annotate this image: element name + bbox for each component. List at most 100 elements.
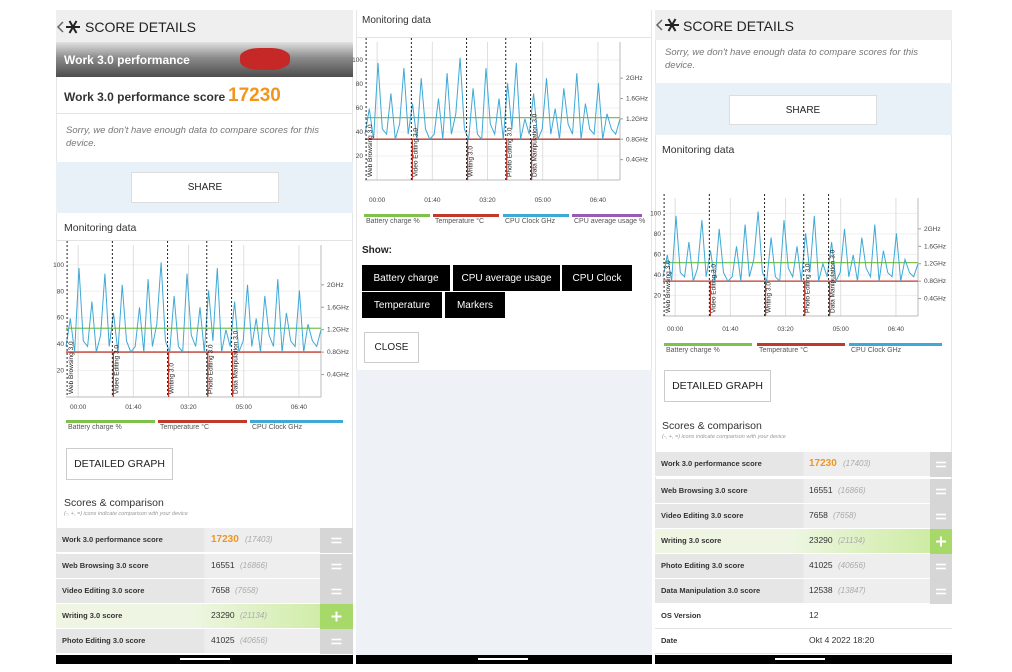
- share-button[interactable]: SHARE: [131, 172, 279, 203]
- legend-label: Battery charge %: [666, 347, 720, 354]
- home-indicator: [180, 658, 230, 660]
- score-compare: (16866): [240, 560, 268, 570]
- score-value: 17230: [211, 533, 239, 545]
- comparison-icon: [930, 529, 952, 554]
- score-label: Photo Editing 3.0 score: [661, 560, 745, 570]
- score-label: Date: [661, 635, 678, 645]
- legend-label: CPU Clock GHz: [505, 218, 556, 225]
- legend-swatch: [503, 214, 569, 217]
- score-compare: (7658): [235, 585, 259, 595]
- comparison-icon: [320, 604, 353, 629]
- banner-title: Work 3.0 performance: [64, 53, 190, 67]
- header-title: SCORE DETAILS: [683, 18, 794, 34]
- scores-title: Scores & comparison: [64, 497, 164, 509]
- sorry-text: Sorry, we don't have enough data to comp…: [665, 47, 918, 71]
- score-value: 41025: [809, 559, 833, 570]
- score-compare: (17403): [245, 534, 273, 544]
- score-value: 23290: [211, 609, 235, 620]
- comparison-icon: [930, 579, 952, 604]
- score-row: [56, 604, 353, 629]
- score-label: Web Browsing 3.0 score: [661, 485, 748, 495]
- score-compare: (7658): [833, 510, 857, 520]
- comparison-icon: [930, 554, 952, 579]
- score-row: [655, 554, 952, 579]
- legend-label: Temperature °C: [160, 424, 210, 431]
- header-bar: [655, 10, 952, 40]
- scores-title: Scores & comparison: [662, 420, 762, 432]
- monitoring-title: Monitoring data: [64, 222, 137, 234]
- score-value: 16551: [809, 484, 833, 495]
- score-value: 7658: [211, 584, 230, 595]
- monitoring-title: Monitoring data: [362, 15, 431, 26]
- legend-label: CPU Clock GHz: [252, 424, 303, 431]
- dim-area: [356, 370, 652, 655]
- score-row: [655, 579, 952, 604]
- header-title: SCORE DETAILS: [85, 19, 196, 35]
- comparison-icon: [320, 528, 353, 553]
- score-value: 12538: [809, 584, 833, 595]
- close-button[interactable]: CLOSE: [364, 332, 419, 363]
- comparison-icon: [930, 479, 952, 504]
- share-button[interactable]: SHARE: [729, 95, 877, 125]
- home-indicator: [478, 658, 528, 660]
- score-compare: (13847): [838, 585, 866, 595]
- legend-swatch: [250, 420, 343, 423]
- score-label: Work 3.0 performance score: [661, 458, 762, 468]
- toggle-button[interactable]: CPU Clock: [562, 265, 632, 291]
- score-compare: (40656): [838, 560, 866, 570]
- score-compare: (21134): [240, 610, 267, 620]
- score-compare: (16866): [838, 485, 866, 495]
- legend-swatch: [66, 420, 155, 423]
- score-row: [56, 528, 353, 553]
- score-row: [56, 629, 353, 654]
- legend-swatch: [364, 214, 430, 217]
- score-row: [655, 629, 952, 654]
- comparison-icon: [320, 554, 353, 579]
- legend-label: Battery charge %: [68, 424, 122, 431]
- legend-swatch: [572, 214, 642, 217]
- toggle-button[interactable]: CPU average usage: [453, 265, 560, 291]
- score-row: [655, 604, 952, 629]
- score-label: Photo Editing 3.0 score: [62, 635, 146, 645]
- legend-label: Temperature °C: [759, 347, 809, 354]
- comparison-icon: [320, 629, 353, 654]
- legend-label: Battery charge %: [366, 218, 420, 225]
- score-value: 41025: [211, 634, 235, 645]
- detailed-button[interactable]: DETAILED GRAPH: [66, 448, 173, 480]
- toggle-button[interactable]: Temperature: [362, 292, 442, 318]
- score-label: Video Editing 3.0 score: [62, 585, 145, 595]
- score-compare: (21134): [838, 535, 865, 545]
- score-value: 17230: [809, 457, 837, 469]
- banner-image: [56, 42, 353, 77]
- comparison-icon: [320, 579, 353, 604]
- sorry-text: Sorry, we don't have enough data to comp…: [66, 125, 319, 149]
- divider: [56, 113, 353, 114]
- monitoring-title: Monitoring data: [662, 144, 735, 156]
- score-value: 16551: [211, 559, 235, 570]
- header-bar: [56, 10, 353, 42]
- legend-swatch: [158, 420, 247, 423]
- show-label: Show:: [362, 245, 392, 256]
- toggle-button[interactable]: Battery charge: [362, 265, 450, 291]
- legend-swatch: [849, 343, 942, 346]
- toggle-button[interactable]: Markers: [445, 292, 505, 318]
- score-row: [655, 479, 952, 504]
- legend-swatch: [757, 343, 845, 346]
- score-value: 7658: [809, 509, 828, 520]
- legend-label: Temperature °C: [435, 218, 485, 225]
- score-label: Data Manipulation 3.0 score: [661, 585, 761, 595]
- divider: [56, 240, 353, 241]
- score-value: 17230: [228, 85, 281, 106]
- detailed-button[interactable]: DETAILED GRAPH: [664, 370, 771, 402]
- score-label: Work 3.0 performance score: [62, 534, 163, 544]
- score-label: Web Browsing 3.0 score: [62, 560, 149, 570]
- score-label: OS Version: [661, 610, 702, 620]
- score-compare: (17403): [843, 458, 871, 468]
- score-label: Writing 3.0 score: [661, 535, 722, 545]
- divider: [356, 37, 652, 38]
- score-row: [655, 504, 952, 529]
- score-label: Video Editing 3.0 score: [661, 510, 744, 520]
- legend-label: CPU average usage %: [574, 218, 646, 225]
- score-row: [56, 554, 353, 579]
